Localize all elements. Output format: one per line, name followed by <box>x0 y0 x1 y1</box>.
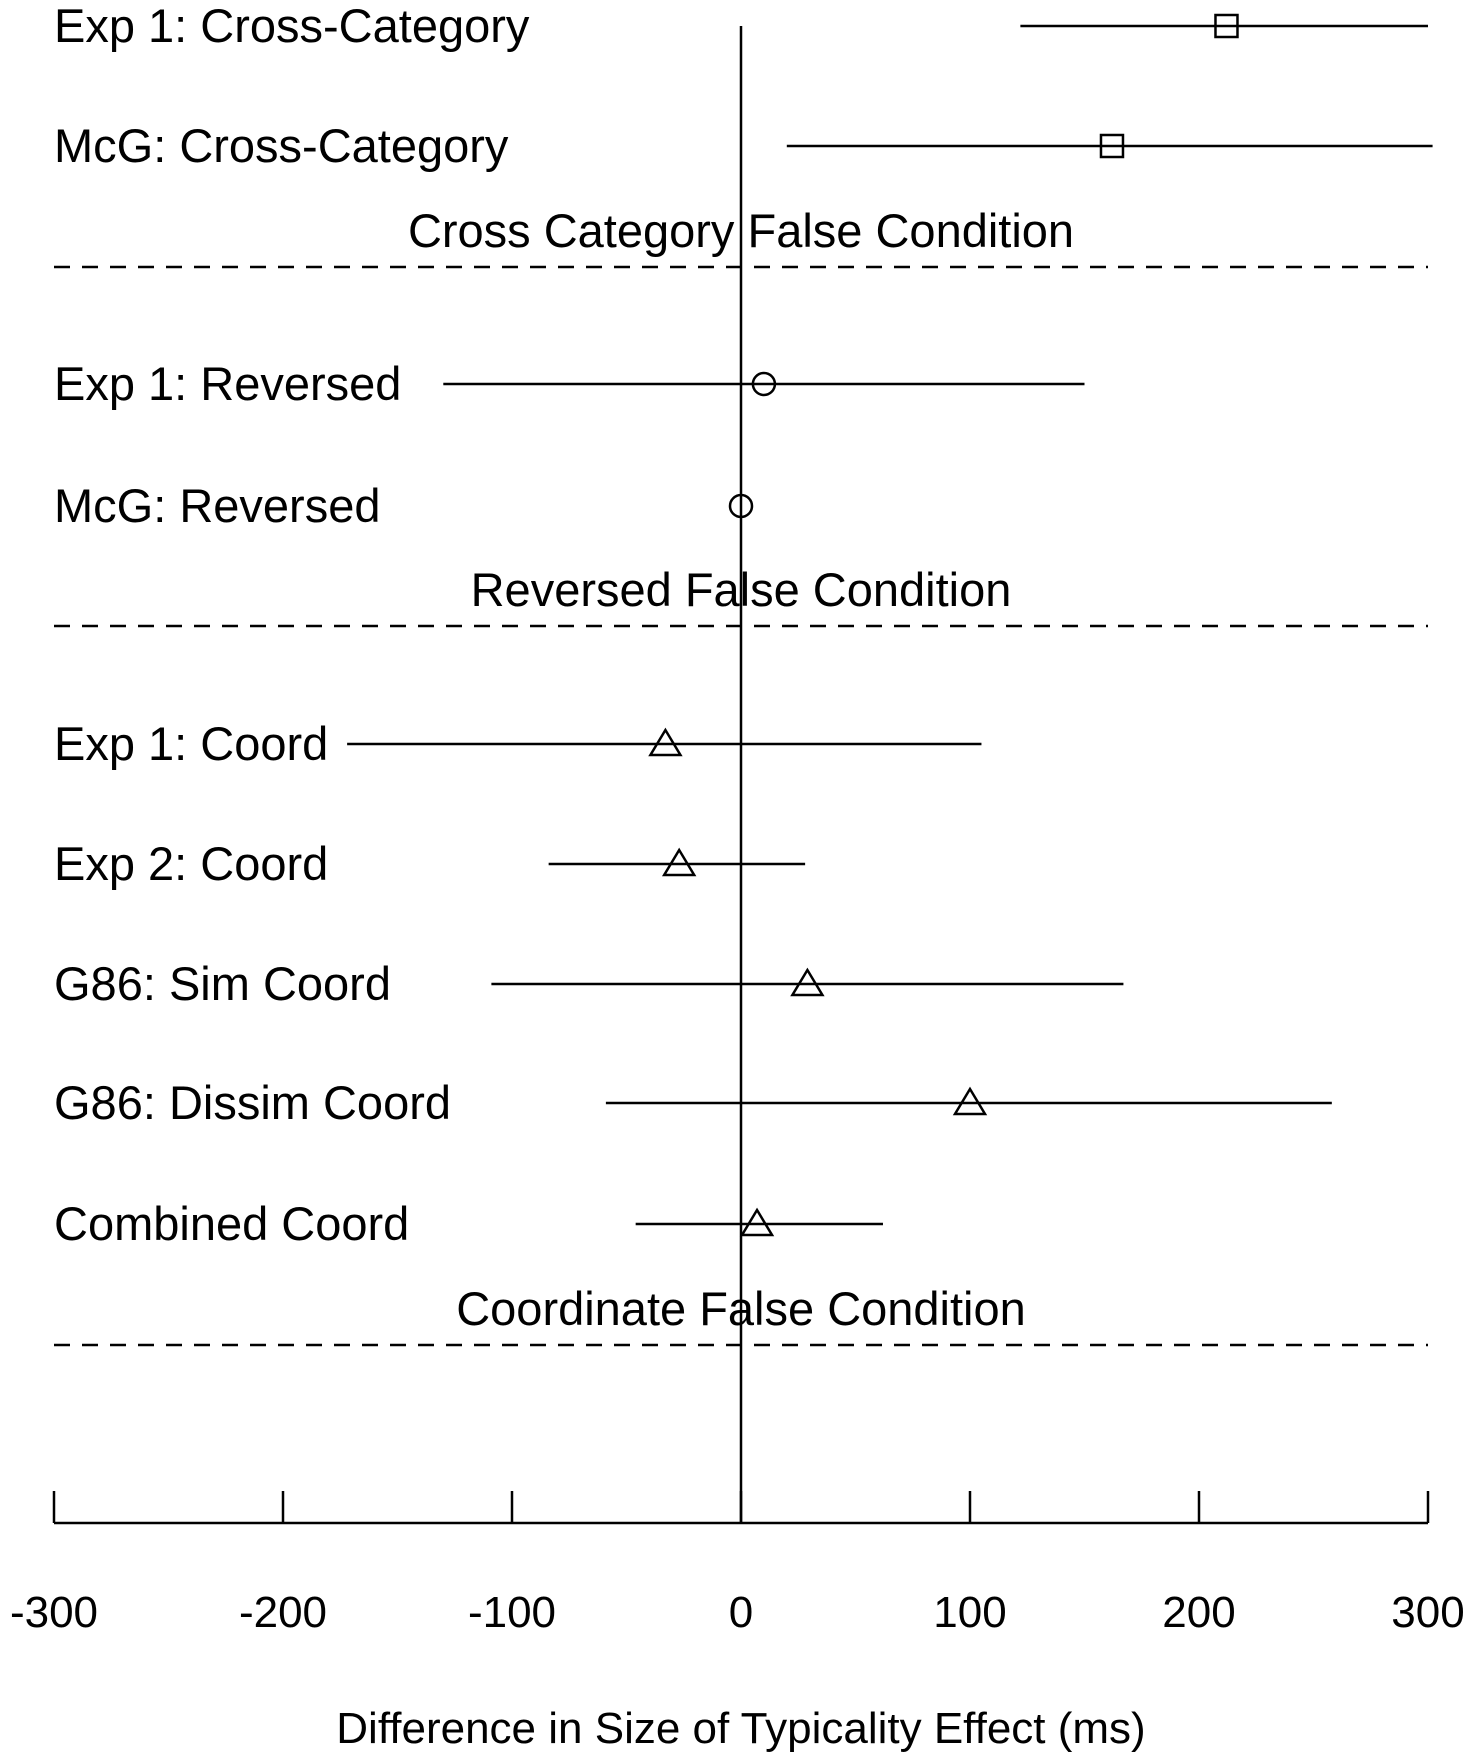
point-estimate-triangle <box>790 967 825 997</box>
point-estimate-square <box>1214 13 1239 39</box>
x-tick-label: 0 <box>729 1588 753 1637</box>
point-estimate-triangle <box>952 1086 988 1116</box>
point-estimate-square <box>1099 133 1125 159</box>
row-label: Exp 1: Coord <box>54 717 328 770</box>
row-label: G86: Sim Coord <box>54 957 391 1010</box>
row-label: McG: Cross-Category <box>54 119 509 172</box>
point-estimate-circle <box>751 371 777 397</box>
x-tick-label: -300 <box>10 1588 98 1637</box>
x-axis: -300 -200 -100 0 100 200 300 <box>10 1491 1465 1637</box>
row-label: Exp 1: Cross-Category <box>54 0 530 52</box>
row-label: Combined Coord <box>54 1197 409 1250</box>
row-label: G86: Dissim Coord <box>54 1076 451 1129</box>
group-label: Reversed False Condition <box>471 563 1012 616</box>
x-axis-title: Difference in Size of Typicality Effect … <box>336 1704 1145 1753</box>
row-label: Exp 2: Coord <box>54 837 328 890</box>
row-label: McG: Reversed <box>54 479 380 532</box>
x-tick-label: 300 <box>1391 1588 1464 1637</box>
group-label: Cross Category False Condition <box>408 204 1074 257</box>
point-estimate-triangle <box>739 1207 775 1237</box>
row-label: Exp 1: Reversed <box>54 357 401 410</box>
x-tick-label: 100 <box>933 1588 1006 1637</box>
point-estimate-triangle <box>661 847 697 877</box>
x-tick-label: 200 <box>1162 1588 1235 1637</box>
point-estimate-triangle <box>648 727 683 757</box>
x-tick-label: -200 <box>239 1588 327 1637</box>
rows-layer: Exp 1: Cross-Category McG: Cross-Category… <box>54 0 1433 1335</box>
point-estimate-circle <box>728 493 754 519</box>
x-tick-label: -100 <box>468 1588 556 1637</box>
group-label: Coordinate False Condition <box>456 1282 1026 1335</box>
